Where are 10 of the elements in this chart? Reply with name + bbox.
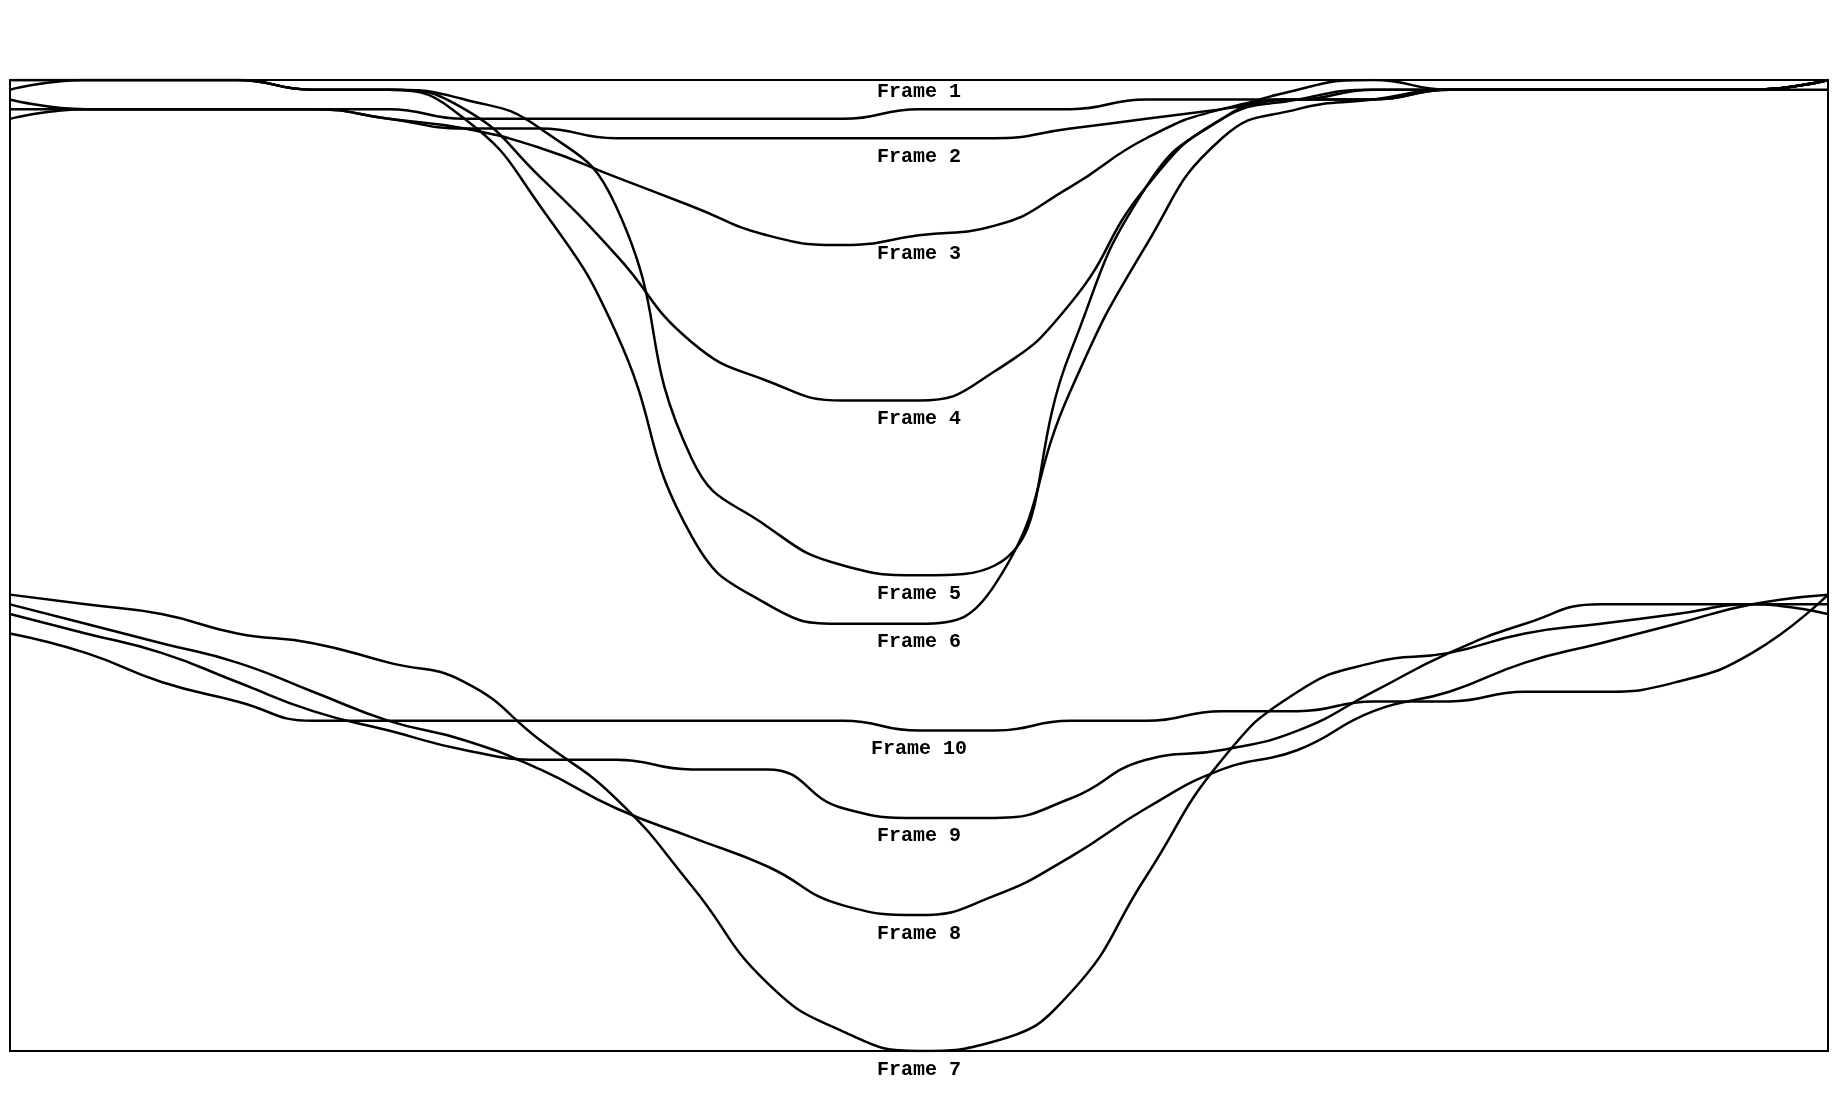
series-label: Frame 2 xyxy=(876,144,962,168)
series-label: Frame 6 xyxy=(876,630,962,654)
series-label: Frame 7 xyxy=(876,1057,962,1081)
series-label: Frame 4 xyxy=(876,406,962,430)
series-label: Frame 5 xyxy=(876,581,962,605)
series-label: Frame 1 xyxy=(876,79,962,103)
series-label: Frame 3 xyxy=(876,241,962,265)
series-label: Frame 8 xyxy=(876,921,962,945)
series-label: Frame 10 xyxy=(870,737,968,761)
series-label: Frame 9 xyxy=(876,824,962,848)
